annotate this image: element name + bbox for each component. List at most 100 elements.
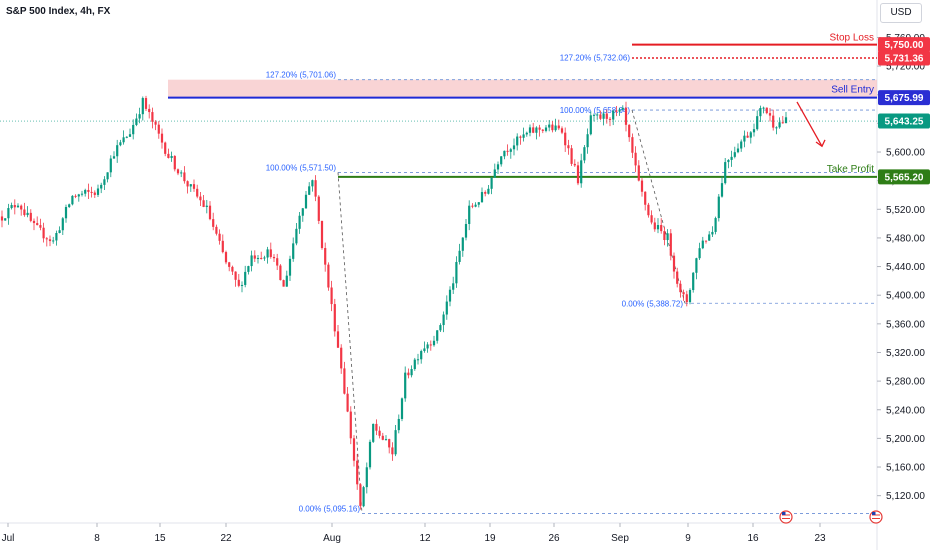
x-tick-label: 15 [154,533,166,544]
candle-body [196,188,199,197]
candle-body [720,183,724,197]
candle-body [157,124,160,134]
price-badge [878,113,930,129]
candle-body [250,255,253,267]
fib-level-label: 100.00% (5,658.64) [560,106,631,115]
candle-body [701,240,704,249]
candle-body [762,107,765,109]
price-badge [878,37,930,53]
candle-body [356,460,359,485]
candle-body [93,192,96,195]
flag-icon [779,510,793,524]
candle-body [221,240,224,253]
x-tick-label: 26 [548,533,560,544]
candle-body [183,172,186,182]
candle-body [768,113,772,116]
candle-body [442,314,445,326]
candle-body [695,258,698,273]
candle-body [624,107,628,125]
candle-body [263,257,266,259]
candle-body [576,165,580,184]
candle-body [330,287,333,305]
y-tick-label: 5,160.00 [886,463,925,474]
candle-body [231,266,234,272]
candle-body [752,129,756,133]
candle-body [557,125,560,129]
candle-body [375,423,378,431]
candle-body [599,114,602,119]
candle-body [148,108,151,113]
candle-body [215,226,218,234]
candle-body [20,205,23,210]
candle-body [506,150,509,152]
candle-body [272,256,276,259]
take-profit-label: Take Profit [827,164,874,175]
economic-event-icon[interactable] [779,510,793,524]
candle-body [605,113,608,119]
candle-body [26,212,29,216]
candle-body [16,205,20,208]
candle-body [413,359,416,370]
candle-body [583,147,586,161]
candle-body [765,107,768,114]
candle-body [138,114,141,119]
candle-body [500,156,503,165]
candle-body [234,271,237,280]
candle-body [778,122,781,128]
y-tick-label: 5,200.00 [886,434,925,445]
x-tick-label: 12 [419,533,431,544]
candle-body [349,411,352,439]
flag-canton [782,512,786,515]
candle-body [64,207,68,219]
candle-body [154,121,157,125]
candle-body [205,205,208,207]
y-tick-label: 5,120.00 [886,491,925,502]
candle-body [186,181,189,187]
economic-event-icon[interactable] [869,510,883,524]
candle-body [343,368,346,394]
candle-body [362,487,365,507]
candle-body [244,271,247,285]
y-tick-label: 5,600.00 [886,148,925,159]
candle-body [119,142,122,146]
candle-body [279,265,282,281]
candle-body [84,189,87,194]
price-badge [878,90,930,106]
candle-body [743,135,746,142]
candle-body [151,112,154,122]
candle-body [80,193,84,195]
candle-body [340,347,343,369]
price-badge-label: 5,565.20 [885,172,924,183]
price-badge-label: 5,731.36 [885,53,924,64]
candle-body [240,284,244,286]
candle-body [628,124,631,138]
candle-body [682,292,685,295]
candle-body [727,159,730,163]
candle-body [733,152,736,157]
candle-body [708,234,711,241]
candle-body [298,215,301,229]
sell-zone [168,79,877,98]
candle-body [253,255,256,259]
candle-body [317,196,320,221]
candle-body [464,224,468,238]
candle-body [650,215,653,223]
candle-body [96,188,100,195]
candle-body [160,133,164,143]
candle-body [266,249,269,258]
candle-body [717,196,720,219]
candle-body [570,148,573,164]
currency-selector[interactable]: USD [880,3,922,23]
candle-body [519,136,522,138]
candle-body [189,184,192,187]
candle-body [336,331,340,348]
candle-body [672,255,676,272]
candle-body [164,142,167,154]
candle-body [679,283,682,293]
candle-body [125,136,128,138]
candle-body [439,325,442,331]
y-tick-label: 5,360.00 [886,319,925,330]
candle-body [346,393,349,412]
candle-body [567,145,570,149]
